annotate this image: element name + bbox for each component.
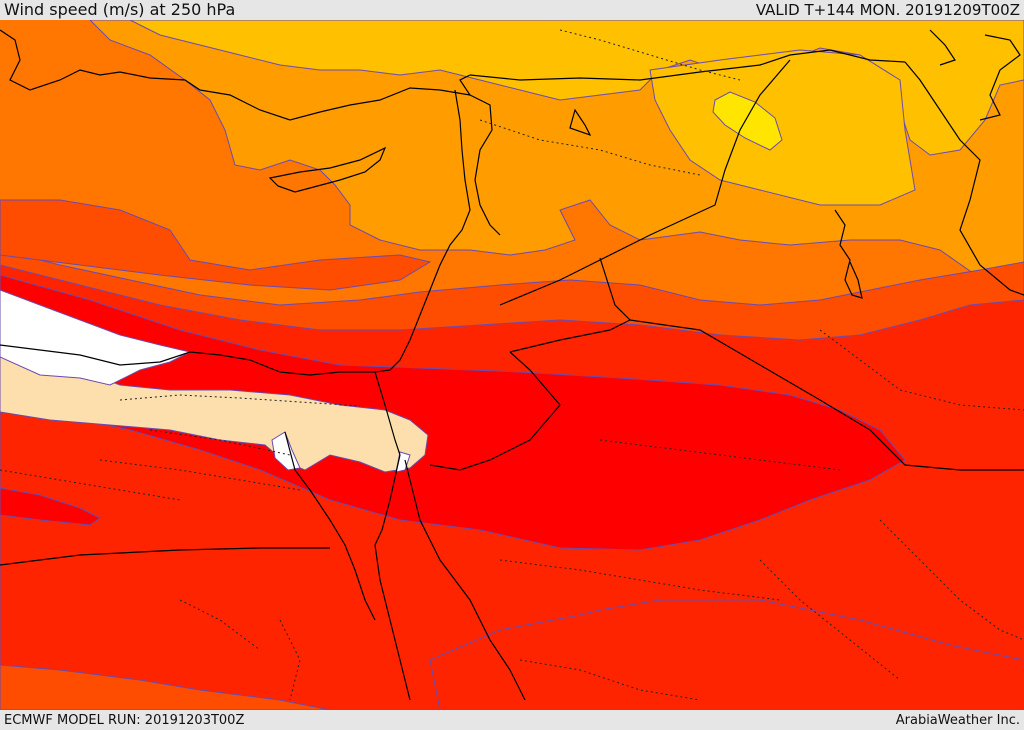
wind-speed-map[interactable] bbox=[0, 20, 1024, 710]
map-canvas bbox=[0, 20, 1024, 710]
band-gt-70 bbox=[0, 289, 192, 386]
band-45-50-lower-b bbox=[429, 599, 1024, 710]
credit-label: ArabiaWeather Inc. bbox=[895, 713, 1020, 728]
model-run-label: ECMWF MODEL RUN: 20191203T00Z bbox=[4, 713, 245, 728]
band-40-45-north bbox=[0, 199, 432, 291]
header-bar: Wind speed (m/s) at 250 hPa VALID T+144 … bbox=[0, 0, 1024, 20]
footer-bar: ECMWF MODEL RUN: 20191203T00Z ArabiaWeat… bbox=[0, 710, 1024, 729]
band-50-60 bbox=[0, 274, 906, 551]
coastlines bbox=[0, 29, 1024, 701]
valid-time-label: VALID T+144 MON. 20191209T00Z bbox=[755, 1, 1020, 19]
map-title: Wind speed (m/s) at 250 hPa bbox=[4, 0, 236, 19]
band-20-25 bbox=[712, 91, 783, 151]
band-45-50-lower bbox=[0, 664, 331, 710]
internal-borders bbox=[0, 29, 1024, 701]
band-50-60-sw bbox=[0, 487, 101, 526]
